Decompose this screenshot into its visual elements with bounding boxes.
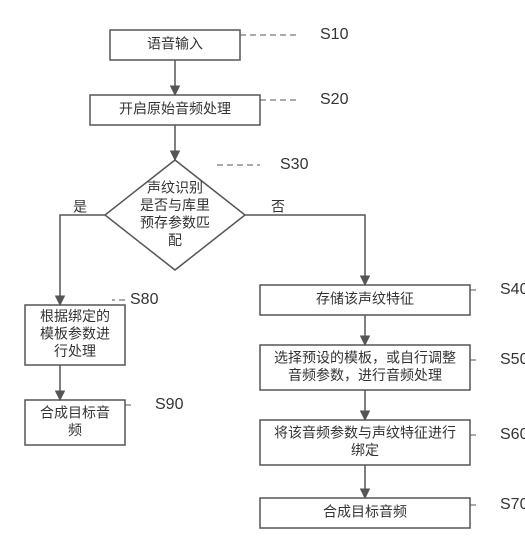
node-text: 语音输入 [147, 36, 203, 52]
node-text: 将该音频参数与声纹特征进行 [274, 424, 456, 440]
branch-label: 否 [271, 199, 285, 215]
node-text: 音频参数，进行音频处理 [288, 367, 442, 383]
node-text: 行处理 [54, 343, 96, 359]
flowchart: 是 否 语音输入 S10 开启原始音频处理 S20 声纹识别是否与库里预存参数匹配 S30 存储… [0, 0, 525, 539]
step-label-s60: S60 [500, 426, 525, 443]
node-text: 合成目标音频 [323, 504, 407, 520]
step-label-s50: S50 [500, 351, 525, 368]
step-label-s20: S20 [320, 91, 349, 108]
node-text: 存储该声纹特征 [316, 291, 414, 307]
node-text: 频 [68, 422, 82, 438]
node-text: 预存参数匹 [140, 214, 210, 230]
step-label-s70: S70 [500, 496, 525, 513]
node-text: 选择预设的模板，或自行调整 [274, 349, 456, 365]
edge-3 [245, 215, 365, 285]
step-label-s80: S80 [130, 291, 159, 308]
step-label-s40: S40 [500, 281, 525, 298]
node-text: 合成目标音 [40, 404, 110, 420]
node-text: 根据绑定的 [40, 308, 110, 324]
node-text: 开启原始音频处理 [119, 101, 231, 117]
step-label-s10: S10 [320, 26, 349, 43]
edge-2 [60, 215, 105, 305]
node-text: 声纹识别 [147, 179, 203, 195]
node-text: 是否与库里 [140, 197, 210, 213]
node-text: 模板参数进 [40, 326, 110, 342]
node-text: 绑定 [351, 442, 379, 458]
step-label-s90: S90 [155, 396, 184, 413]
node-text: 配 [168, 232, 182, 248]
branch-label: 是 [73, 199, 87, 215]
step-label-s30: S30 [280, 156, 309, 173]
